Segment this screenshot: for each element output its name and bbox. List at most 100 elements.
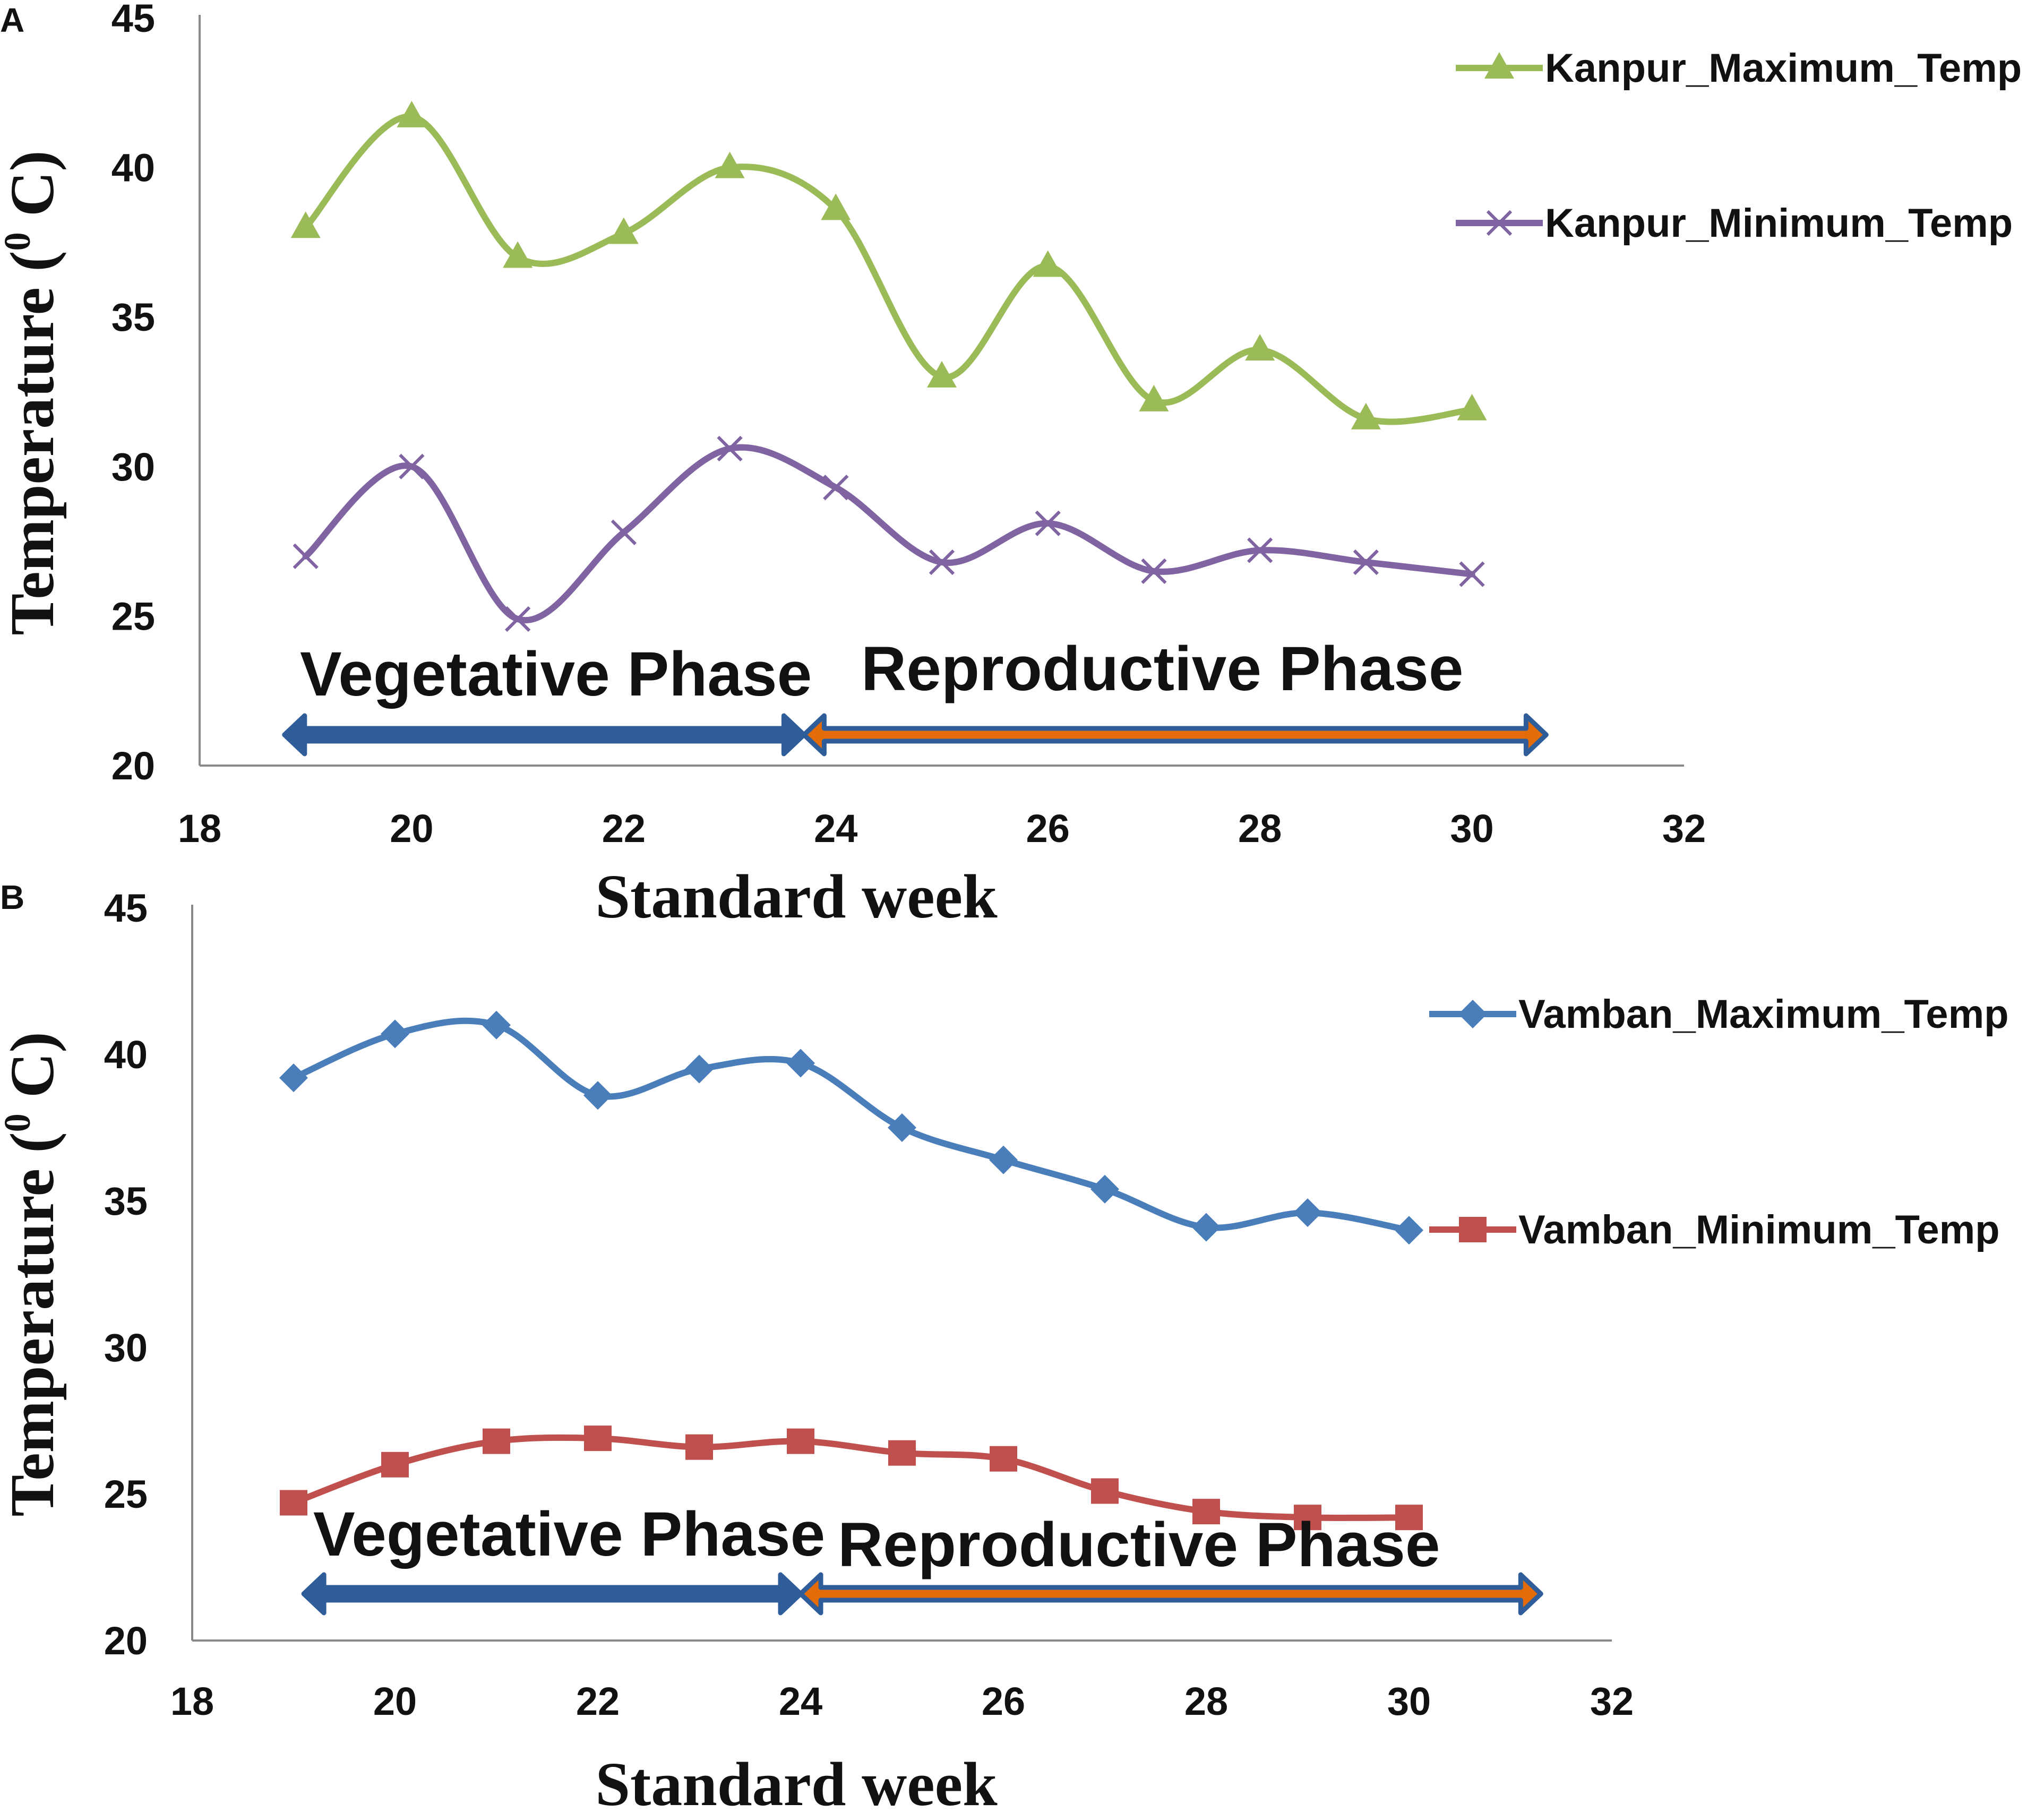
legend-marker	[1486, 210, 1513, 236]
phase-label: Reproductive Phase	[838, 1510, 1440, 1580]
series-kanpur-maximum-temp	[290, 100, 1487, 430]
phase-vegetative: Vegetative Phase	[301, 1499, 825, 1616]
phase-label: Vegetative Phase	[300, 639, 812, 709]
series-vamban-maximum-temp	[279, 1010, 1423, 1245]
x-axis-title: Standard week	[595, 1749, 998, 1812]
phase-reproductive: Reproductive Phase	[801, 634, 1549, 757]
y-axis-title-superscript: 0	[0, 232, 38, 251]
data-point	[399, 453, 425, 479]
legend-label: Vamban_Minimum_Temp	[1518, 1207, 2000, 1252]
series-kanpur-minimum-temp	[293, 435, 1485, 632]
data-point	[888, 1113, 916, 1142]
series-line	[302, 444, 1475, 624]
x-tick-label: 22	[602, 806, 646, 851]
y-axis-title-text: Temperature (	[0, 251, 67, 635]
y-axis-title: Temperature (0 C)	[0, 1032, 67, 1516]
data-point	[685, 1434, 713, 1460]
data-point	[1294, 1505, 1321, 1531]
phase-arrow	[301, 1572, 803, 1616]
x-axis-title: Standard week	[595, 862, 998, 931]
x-tick-label: 24	[779, 1679, 822, 1723]
phase-label: Vegetative Phase	[313, 1499, 825, 1569]
x-tick-label: 20	[373, 1679, 417, 1723]
y-tick-label: 20	[111, 744, 155, 788]
x-tick-label: 28	[1184, 1679, 1228, 1723]
x-tick-label: 32	[1590, 1679, 1634, 1723]
x-tick-label: 30	[1387, 1679, 1431, 1723]
data-point	[611, 519, 637, 545]
legend-label: Vamban_Maximum_Temp	[1518, 992, 2009, 1037]
data-point	[1459, 561, 1485, 587]
data-point	[1457, 393, 1487, 420]
data-point	[1192, 1499, 1220, 1525]
data-point	[1192, 1213, 1221, 1242]
phase-arrow	[798, 1572, 1543, 1616]
data-point	[290, 211, 321, 238]
legend-entry: Vamban_Maximum_Temp	[1429, 992, 2009, 1037]
chart-panel-a: A 20 25 30 35 40 45 18 20 22 24 26 28 30 32 Standard we…	[0, 0, 2022, 931]
data-point	[989, 1145, 1018, 1174]
x-tick-label: 26	[1026, 806, 1070, 851]
data-point	[482, 1010, 511, 1040]
series-vamban-minimum-temp	[280, 1425, 1423, 1531]
data-point	[483, 1428, 510, 1454]
legend-entry: Vamban_Minimum_Temp	[1429, 1207, 2000, 1252]
data-point	[505, 606, 531, 632]
y-axis-title: Temperature (0 C)	[0, 150, 67, 635]
data-point	[1035, 510, 1061, 536]
data-point	[1090, 1174, 1119, 1204]
data-point	[381, 1452, 409, 1478]
panel-label: B	[0, 878, 24, 916]
legend-label: Kanpur_Minimum_Temp	[1545, 201, 2013, 246]
y-tick-label: 25	[104, 1472, 148, 1516]
y-axis-title-superscript: 0	[0, 1113, 38, 1132]
legend-label: Kanpur_Maximum_Temp	[1545, 46, 2022, 91]
data-point	[1141, 558, 1167, 585]
phase-vegetative: Vegetative Phase	[282, 639, 812, 757]
legend-entry: Kanpur_Minimum_Temp	[1456, 201, 2013, 246]
y-tick-label: 45	[111, 0, 155, 40]
x-tick-label: 30	[1450, 806, 1493, 851]
y-axis-title-text: Temperature (	[0, 1132, 67, 1516]
y-tick-label: 30	[104, 1326, 148, 1370]
data-point	[280, 1490, 307, 1516]
data-point	[929, 549, 955, 576]
data-point	[717, 435, 743, 462]
data-point	[786, 1049, 815, 1078]
legend-marker	[1458, 1000, 1487, 1028]
y-tick-label: 35	[104, 1179, 148, 1223]
data-point	[823, 475, 849, 501]
phase-label: Reproductive Phase	[861, 634, 1463, 704]
data-point	[1091, 1478, 1119, 1504]
chart-panel-b: B 20 25 30 35 40 45 18 20 22 24 26 28 30 32 Standard we…	[0, 878, 2009, 1812]
data-point	[608, 217, 639, 244]
data-point	[1351, 402, 1381, 430]
data-point	[1353, 549, 1379, 576]
x-tick-label: 18	[170, 1679, 214, 1723]
data-point	[990, 1446, 1017, 1472]
data-point	[1139, 384, 1169, 411]
y-tick-label: 40	[111, 146, 155, 190]
series-line	[290, 1017, 1412, 1234]
data-point	[1395, 1505, 1423, 1531]
x-tick-label: 22	[576, 1679, 620, 1723]
data-point	[381, 1019, 409, 1049]
y-tick-label: 35	[111, 295, 155, 339]
y-tick-label: 30	[111, 445, 155, 489]
phase-arrow	[801, 713, 1549, 757]
x-tick-label: 18	[178, 806, 221, 851]
y-tick-label: 20	[104, 1619, 148, 1663]
y-axis-title-unit: C)	[0, 150, 67, 232]
legend-marker	[1459, 1217, 1487, 1242]
data-point	[1245, 334, 1275, 361]
legend-entry: Kanpur_Maximum_Temp	[1456, 46, 2022, 91]
data-point	[584, 1425, 612, 1452]
x-tick-label: 26	[982, 1679, 1025, 1723]
data-point	[1247, 537, 1273, 563]
legend-marker	[1484, 52, 1514, 79]
data-point	[397, 100, 427, 127]
phase-arrow	[282, 713, 806, 757]
x-tick-label: 28	[1238, 806, 1282, 851]
data-point	[888, 1440, 916, 1466]
